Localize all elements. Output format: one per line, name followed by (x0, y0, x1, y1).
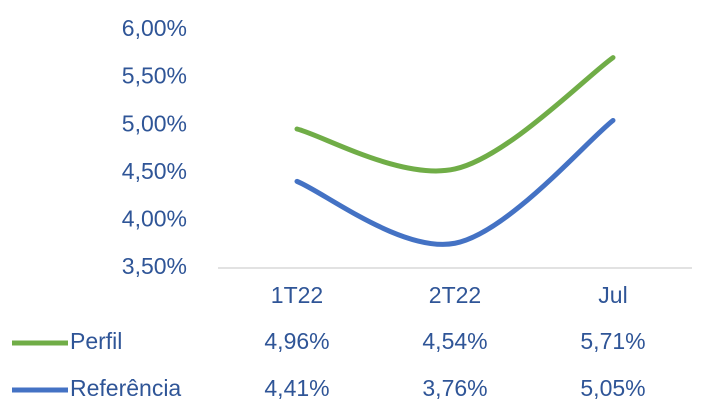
y-tick-label: 4,00% (122, 205, 187, 231)
series-line (294, 55, 616, 174)
data-label: 4,54% (422, 328, 487, 354)
y-tick-label: 5,00% (122, 110, 187, 136)
x-tick-label: Jul (598, 282, 627, 308)
legend-label: Perfil (70, 328, 122, 354)
data-label: 5,71% (580, 328, 645, 354)
data-label: 4,96% (264, 328, 329, 354)
series-line (294, 117, 616, 247)
data-label: 3,76% (422, 375, 487, 401)
legend-label: Referência (70, 375, 181, 401)
x-tick-label: 2T22 (429, 282, 481, 308)
x-tick-label: 1T22 (271, 282, 323, 308)
y-tick-label: 3,50% (122, 253, 187, 279)
y-tick-label: 4,50% (122, 158, 187, 184)
y-tick-label: 5,50% (122, 63, 187, 89)
y-tick-label: 6,00% (122, 15, 187, 41)
data-label: 4,41% (264, 375, 329, 401)
data-label: 5,05% (580, 375, 645, 401)
